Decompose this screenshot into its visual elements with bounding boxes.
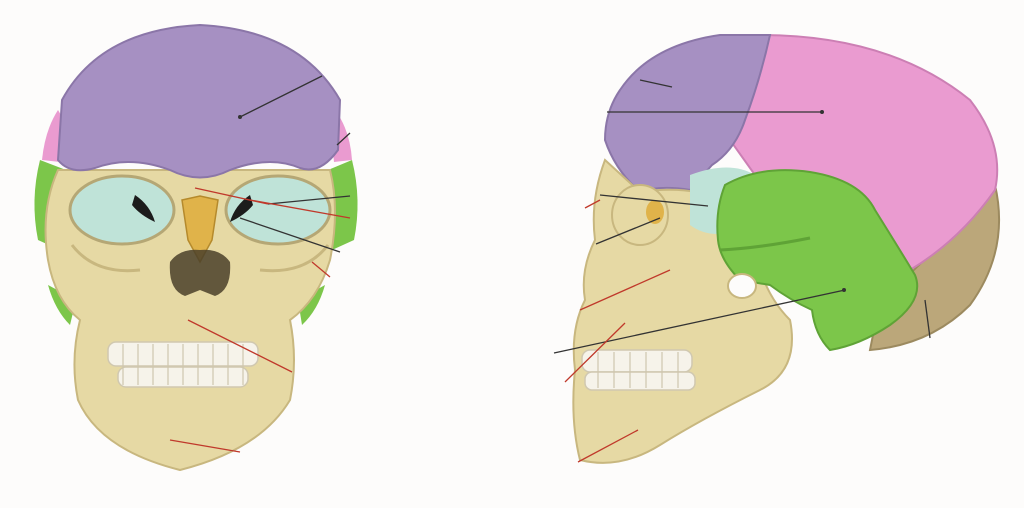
anterior-teeth-separators — [122, 344, 244, 385]
lateral-temporal-bone — [716, 169, 919, 352]
anterior-orbit-left — [68, 174, 176, 246]
anterior-leader-lines — [169, 75, 351, 453]
leader-sphenoid — [239, 217, 341, 253]
leader-mandible — [169, 439, 241, 453]
anterior-nasal-cavity — [169, 249, 231, 296]
lateral-lower-teeth — [584, 371, 696, 391]
lateral-leader-lines — [553, 79, 931, 463]
leader-frontal-dot — [238, 115, 242, 119]
leader-teeth-lat — [564, 322, 626, 383]
leader-lacrimal — [595, 217, 661, 245]
lateral-teeth-separators — [597, 352, 679, 388]
leader-orbit-2 — [267, 195, 351, 205]
leader-temporal-dot — [842, 288, 846, 292]
leader-maxilla-lat — [579, 269, 671, 311]
leader-frontal-lat — [639, 79, 673, 88]
lateral-frontal-bone — [603, 34, 772, 194]
anterior-frontal-bone — [56, 23, 342, 179]
leader-zygomatic — [311, 261, 331, 278]
anterior-nasal-bone — [181, 195, 219, 264]
lateral-skull-view — [553, 33, 1001, 464]
lateral-zygomatic-arch — [719, 236, 811, 252]
anterior-mandible-green-left — [48, 285, 76, 325]
leader-temporal-lat — [553, 289, 846, 354]
leader-orbit-3 — [249, 199, 351, 219]
leader-parietal-side — [336, 132, 351, 146]
leader-mandible-lat — [577, 429, 639, 463]
leader-maxilla — [187, 319, 293, 373]
leader-sphenoid-lat — [599, 194, 709, 207]
anterior-zygomatic-right — [259, 244, 330, 273]
anterior-orbit-right — [224, 174, 332, 246]
anterior-skull-view — [34, 23, 358, 472]
leader-occipital-lat — [924, 299, 931, 339]
leader-coronal-dot — [820, 110, 824, 114]
leader-nasal-lat — [584, 199, 601, 209]
anterior-orbit-fissure-left — [132, 195, 155, 222]
anterior-zygomatic-left — [70, 244, 141, 273]
leader-frontal — [239, 75, 323, 118]
anterior-mandible-green-right — [298, 285, 325, 325]
lateral-external-meatus — [727, 273, 757, 299]
anterior-orbit-fissure-right — [230, 195, 253, 222]
